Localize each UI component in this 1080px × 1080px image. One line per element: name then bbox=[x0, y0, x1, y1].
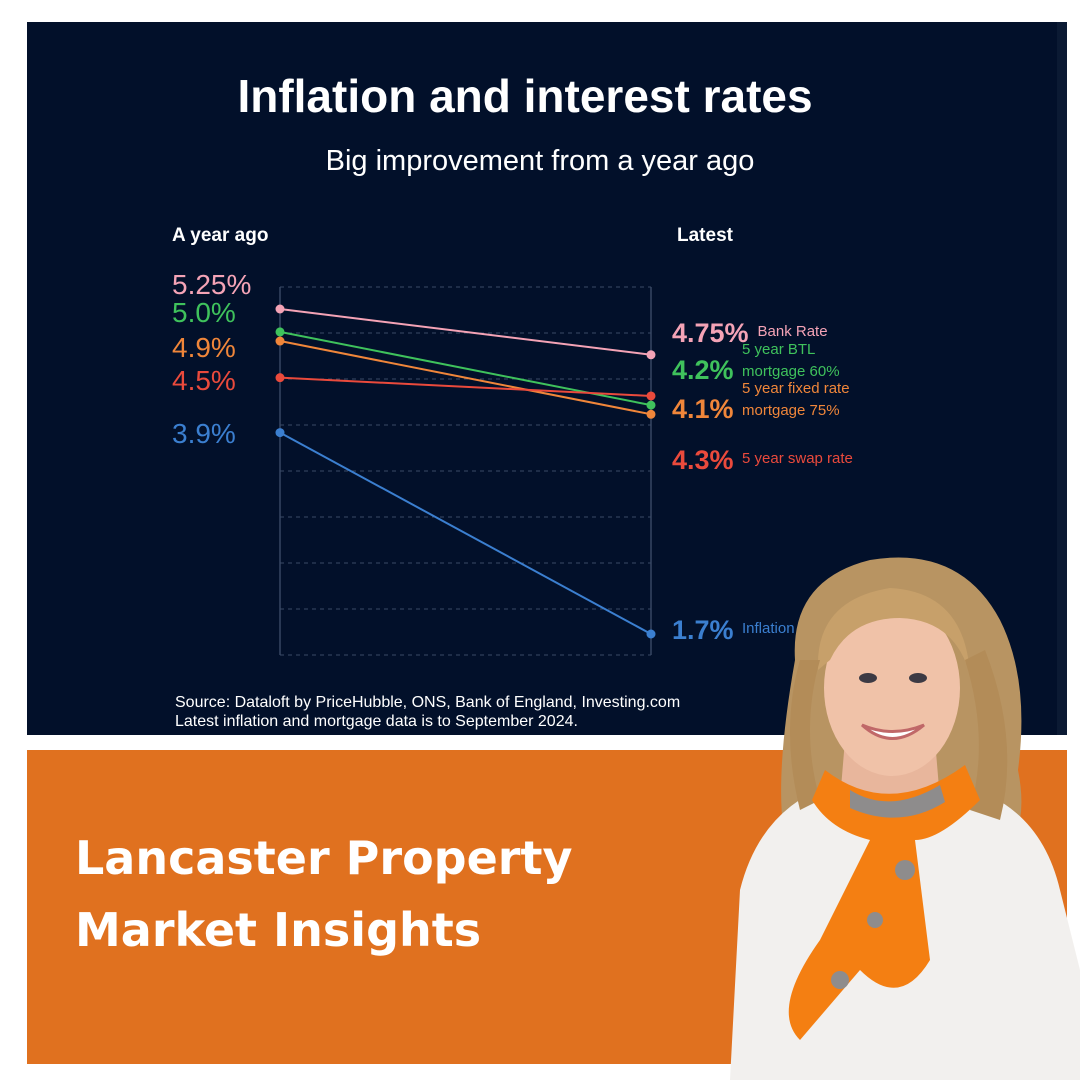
line-chart: Inflation and interest rates Big improve… bbox=[172, 70, 853, 730]
series-name-inflation: Inflation bbox=[742, 620, 795, 637]
right-value-5-year-fixed-rate-mortgage-75-: 4.1% bbox=[672, 394, 734, 424]
point-5-year-btl-mortgage-60--latest bbox=[646, 400, 656, 410]
point-5-year-swap-rate-a-year-ago bbox=[275, 373, 285, 383]
right-value-inflation: 1.7% bbox=[672, 615, 734, 645]
source-line-2: Latest inflation and mortgage data is to… bbox=[175, 713, 578, 730]
left-value-5-year-fixed-rate-mortgage-75-: 4.9% bbox=[172, 332, 236, 363]
scarf-pattern bbox=[850, 785, 945, 818]
series-line-5-year-swap-rate bbox=[279, 376, 652, 397]
scarf-dot-2 bbox=[867, 912, 883, 928]
point-inflation-a-year-ago bbox=[275, 428, 285, 438]
left-value-bank-rate: 5.25% bbox=[172, 269, 251, 300]
point-5-year-fixed-rate-mortgage-75--a-year-ago bbox=[275, 336, 285, 346]
series-name-5-year-fixed-rate-mortgage-75-: mortgage 75% bbox=[742, 402, 840, 419]
source-line-1: Source: Dataloft by PriceHubble, ONS, Ba… bbox=[175, 694, 680, 711]
presenter-photo bbox=[730, 557, 1080, 1080]
face bbox=[824, 600, 960, 776]
point-bank-rate-latest bbox=[646, 350, 656, 360]
scarf-dot-3 bbox=[831, 971, 849, 989]
banner-title: Lancaster Property Market Insights bbox=[75, 822, 695, 966]
hair-side-left bbox=[790, 660, 820, 810]
point-bank-rate-a-year-ago bbox=[275, 304, 285, 314]
column-header-left: A year ago bbox=[172, 225, 268, 246]
chart-panel: Inflation and interest rates Big improve… bbox=[27, 22, 1067, 735]
chart-subtitle: Big improvement from a year ago bbox=[326, 145, 755, 177]
right-value-5-year-swap-rate: 4.3% bbox=[672, 445, 734, 475]
left-value-5-year-swap-rate: 4.5% bbox=[172, 365, 236, 396]
chart-title: Inflation and interest rates bbox=[237, 70, 812, 122]
left-value-inflation: 3.9% bbox=[172, 418, 236, 449]
right-value-bank-rate: 4.75% bbox=[672, 318, 749, 348]
grid bbox=[279, 286, 652, 656]
series-lines bbox=[275, 304, 656, 639]
eye-right bbox=[909, 673, 927, 683]
scarf bbox=[788, 765, 980, 1040]
series-line-bank-rate bbox=[279, 308, 652, 356]
point-5-year-btl-mortgage-60--a-year-ago bbox=[275, 327, 285, 337]
series-name-5-year-btl-mortgage-60-: mortgage 60% bbox=[742, 363, 840, 380]
scarf-dot-1 bbox=[895, 860, 915, 880]
series-name-bank-rate: Bank Rate bbox=[758, 323, 828, 340]
series-name-5-year-btl-mortgage-60-: 5 year BTL bbox=[742, 341, 815, 358]
point-5-year-fixed-rate-mortgage-75--latest bbox=[646, 409, 656, 419]
banner-title-line-2: Market Insights bbox=[75, 903, 482, 957]
right-value-5-year-btl-mortgage-60-: 4.2% bbox=[672, 355, 734, 385]
column-header-right: Latest bbox=[677, 225, 734, 246]
series-name-5-year-fixed-rate-mortgage-75-: 5 year fixed rate bbox=[742, 380, 850, 397]
point-inflation-latest bbox=[646, 629, 656, 639]
banner-title-line-1: Lancaster Property bbox=[75, 831, 573, 885]
value-labels: 5.25% 4.75% Bank Rate 5.0% 4.2% 5 year BTL mor… bbox=[172, 269, 853, 645]
hair-front bbox=[817, 588, 970, 675]
left-value-5-year-btl-mortgage-60-: 5.0% bbox=[172, 297, 236, 328]
series-line-5-year-fixed-rate-mortgage-75- bbox=[279, 340, 652, 416]
hair-side-right bbox=[965, 650, 1008, 820]
point-5-year-swap-rate-latest bbox=[646, 391, 656, 401]
panel-edge bbox=[1057, 22, 1067, 735]
smile bbox=[860, 723, 925, 740]
series-name-5-year-swap-rate: 5 year swap rate bbox=[742, 450, 853, 467]
series-line-inflation bbox=[279, 431, 652, 635]
eye-left bbox=[859, 673, 877, 683]
